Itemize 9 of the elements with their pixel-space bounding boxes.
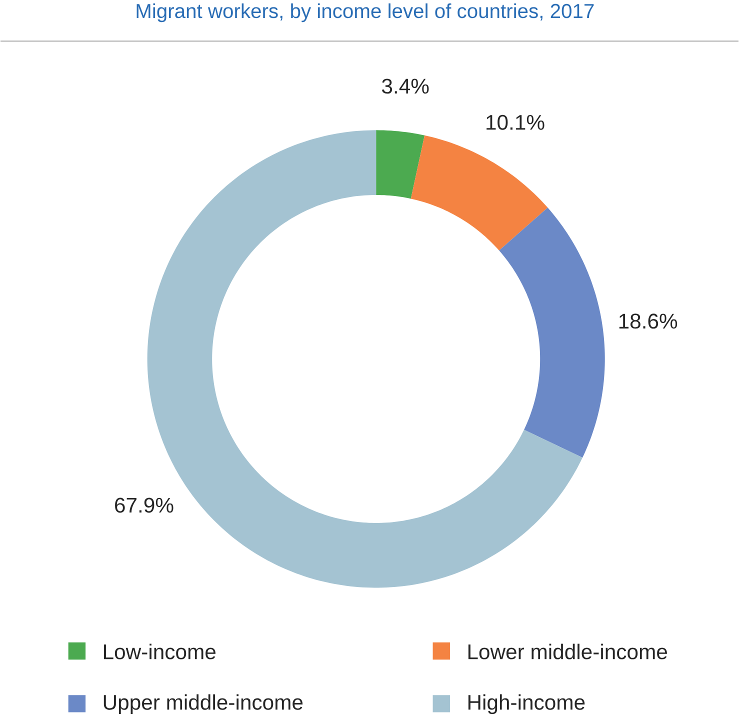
data-label: 3.4%: [382, 78, 429, 94]
data-label: 67.9%: [115, 498, 174, 513]
data-label: 18.6%: [619, 313, 678, 328]
chart-title: Migrant workers, by income level of countries, 2017: [136, 3, 594, 22]
legend-label: Lower middle-income: [468, 644, 667, 660]
legend-label: High-income: [468, 694, 585, 714]
legend-label: Upper middle-income: [104, 694, 303, 714]
legend-label: Low-income: [104, 644, 216, 660]
data-label: 10.1%: [486, 114, 544, 130]
